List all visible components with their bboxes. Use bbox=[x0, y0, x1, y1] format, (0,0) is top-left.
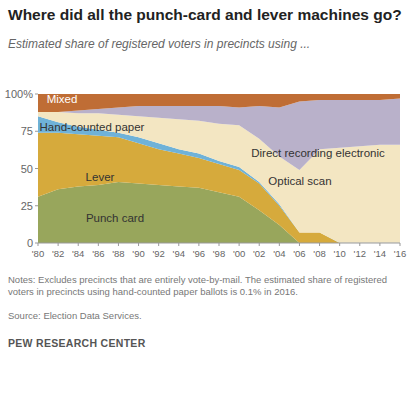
x-tick bbox=[118, 243, 119, 246]
x-tick bbox=[158, 243, 159, 246]
x-tick-label: '92 bbox=[152, 248, 164, 259]
x-tick bbox=[279, 243, 280, 246]
x-tick-label: '06 bbox=[293, 248, 305, 259]
x-tick-label: '04 bbox=[273, 248, 285, 259]
x-tick bbox=[198, 243, 199, 246]
note: Notes: Excludes precincts that are entir… bbox=[8, 274, 408, 298]
area bbox=[38, 94, 400, 112]
series-label: Punch card bbox=[86, 212, 144, 224]
x-tick bbox=[138, 243, 139, 246]
x-tick bbox=[239, 243, 240, 246]
y-tick bbox=[35, 168, 38, 169]
x-tick bbox=[178, 243, 179, 246]
series-label: Hand-counted paper bbox=[40, 121, 145, 133]
series-label: Lever bbox=[86, 171, 115, 183]
x-tick-label: '00 bbox=[233, 248, 245, 259]
x-tick bbox=[58, 243, 59, 246]
x-tick-label: '94 bbox=[173, 248, 185, 259]
x-tick bbox=[339, 243, 340, 246]
x-tick bbox=[319, 243, 320, 246]
credit: PEW RESEARCH CENTER bbox=[8, 337, 146, 349]
x-tick bbox=[78, 243, 79, 246]
x-tick-label: '80 bbox=[32, 248, 44, 259]
x-tick bbox=[299, 243, 300, 246]
source: Source: Election Data Services. bbox=[8, 310, 408, 321]
x-tick bbox=[38, 243, 39, 246]
x-tick-label: '16 bbox=[394, 248, 406, 259]
subtitle: Estimated share of registered voters in … bbox=[8, 37, 418, 51]
x-tick-label: '90 bbox=[132, 248, 144, 259]
y-tick bbox=[35, 131, 38, 132]
x-tick-label: '96 bbox=[193, 248, 205, 259]
x-tick bbox=[98, 243, 99, 246]
y-tick-label: 25 bbox=[21, 200, 33, 212]
y-tick bbox=[35, 205, 38, 206]
y-tick-label: 100% bbox=[5, 88, 33, 100]
x-tick-label: '88 bbox=[112, 248, 124, 259]
x-tick-label: '14 bbox=[374, 248, 386, 259]
title: Where did all the punch-card and lever m… bbox=[8, 6, 418, 24]
series-label: Direct recording electronic bbox=[251, 147, 385, 159]
x-tick bbox=[259, 243, 260, 246]
x-tick-label: '84 bbox=[72, 248, 84, 259]
x-tick bbox=[379, 243, 380, 246]
series-label: Optical scan bbox=[268, 175, 331, 187]
x-tick-label: '10 bbox=[333, 248, 345, 259]
y-tick-label: 75 bbox=[21, 125, 33, 137]
areas bbox=[38, 94, 400, 243]
x-tick-label: '12 bbox=[354, 248, 366, 259]
y-tick-label: 50 bbox=[21, 163, 33, 175]
series-label: Mixed bbox=[47, 93, 78, 105]
x-tick-label: '86 bbox=[92, 248, 104, 259]
chart: 0255075100%'80'82'84'86'88'90'92'94'96'9… bbox=[0, 0, 420, 394]
x-tick-label: '82 bbox=[52, 248, 64, 259]
x-tick bbox=[400, 243, 401, 246]
x-tick bbox=[219, 243, 220, 246]
x-tick bbox=[359, 243, 360, 246]
x-tick-label: '98 bbox=[213, 248, 225, 259]
y-tick bbox=[35, 94, 38, 95]
x-tick-label: '08 bbox=[313, 248, 325, 259]
x-tick-label: '02 bbox=[253, 248, 265, 259]
